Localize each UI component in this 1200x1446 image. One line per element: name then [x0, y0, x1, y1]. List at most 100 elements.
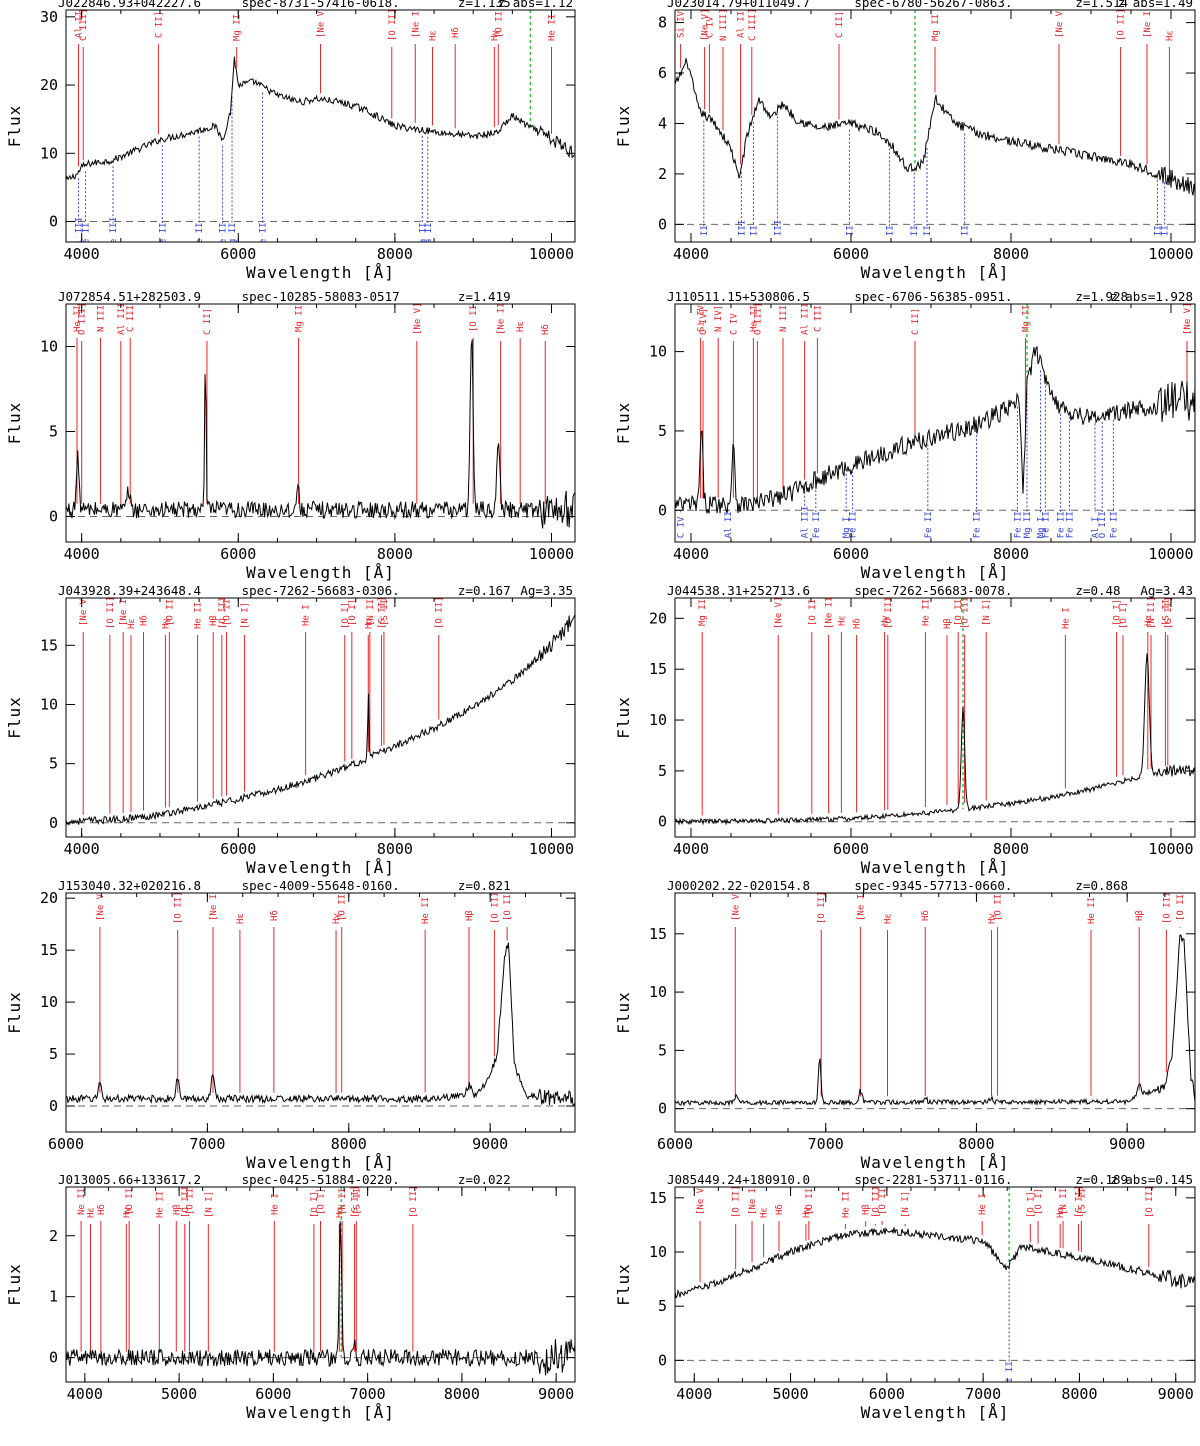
emission-line-label: [O II]	[106, 596, 116, 629]
emission-line-label: [O III]	[165, 588, 175, 626]
y-tick-label: 2	[658, 165, 667, 183]
emission-line-label: [S II]	[1077, 1182, 1087, 1215]
emission-line-label: Hε	[428, 30, 438, 41]
y-tick-label: 15	[649, 660, 667, 678]
y-tick-label: 5	[49, 423, 58, 441]
absorption-line-label: Fe II	[749, 225, 759, 252]
emission-line-label: [O III]	[994, 883, 1004, 921]
spectrum-panel: J153040.32+020216.8 spec-4009-55648-0160.…	[5, 878, 576, 1172]
y-tick-label: 15	[649, 925, 667, 943]
spectrum-panel: J022846.93+042227.6 spec-8731-57416-0618.…	[5, 0, 576, 282]
emission-line-label: Hβ	[1135, 910, 1145, 921]
x-tick-label: 4000	[673, 840, 709, 858]
x-tick-label: 10000	[529, 840, 574, 858]
x-axis-label: Wavelength [Å]	[246, 1403, 395, 1422]
emission-line-label: [O III]	[878, 1177, 888, 1215]
panel-spec-id: spec-9345-57713-0660.	[854, 878, 1012, 893]
absorption-line-label: Al III	[801, 506, 811, 539]
y-tick-label: 0	[49, 508, 58, 526]
absorption-line-label: Si II	[1005, 1361, 1015, 1388]
spectrum-trace	[675, 653, 1195, 826]
emission-line-label: [O I]	[310, 1191, 320, 1218]
emission-line-label: [N II]	[1059, 1182, 1069, 1215]
absorption-line-label: Fe III	[773, 220, 783, 253]
emission-line-label: N IV]	[714, 305, 724, 332]
x-tick-label: 6000	[255, 1385, 291, 1403]
emission-line-label: Hε	[127, 618, 137, 629]
y-tick-label: 5	[658, 762, 667, 780]
y-tick-label: 5	[49, 755, 58, 773]
x-tick-label: 4000	[676, 1385, 712, 1403]
x-tick-label: 6000	[657, 1135, 693, 1153]
emission-line-label: [Ne V]	[774, 596, 784, 629]
emission-line-label: [N I]	[901, 1191, 911, 1218]
x-tick-label: 8000	[993, 840, 1029, 858]
emission-line-label: Mg II	[698, 599, 708, 626]
x-tick-label: 4000	[64, 245, 100, 263]
x-tick-label: 6000	[833, 245, 869, 263]
panel-extra-label: z_abs=0.145	[1110, 1172, 1193, 1187]
absorption-line-label: Al I	[1091, 517, 1101, 539]
absorption-line-label: Fe II	[1065, 511, 1075, 538]
x-axis-label: Wavelength [Å]	[861, 1153, 1010, 1172]
y-tick-label: 10	[649, 711, 667, 729]
emission-line-label: [O II]	[435, 596, 445, 629]
y-tick-label: 8	[658, 14, 667, 32]
spectrum-panel: J085449.24+180910.0 spec-2281-53711-0116.…	[614, 1172, 1196, 1422]
x-tick-label: 8000	[1061, 1385, 1097, 1403]
emission-line-label: Hβ	[209, 615, 219, 626]
emission-line-label: Mg II	[233, 14, 243, 41]
emission-line-label: [O I]	[348, 599, 358, 626]
absorption-line-label: Mg II	[1023, 511, 1033, 538]
panel-redshift: z=1.514	[1075, 0, 1128, 10]
panel-redshift: z=0.48	[1075, 583, 1120, 598]
emission-line-label: Hε	[516, 321, 526, 332]
emission-line-label: Hδ	[921, 910, 931, 921]
y-tick-label: 2	[49, 1227, 58, 1245]
emission-line-label: [O I]	[341, 602, 351, 629]
emission-line-label: [Ne V]	[79, 593, 89, 626]
emission-line-label: He I	[270, 1193, 280, 1215]
x-tick-label: 6000	[220, 840, 256, 858]
panel-plot-area: Si IVO IV] N IV] C IV He IIO III] N III] Al I…	[675, 302, 1195, 539]
absorption-line-label: C IV	[677, 516, 687, 538]
emission-line-label: He II	[841, 1191, 851, 1218]
y-tick-label: 0	[658, 813, 667, 831]
absorption-line-label: Ca II	[418, 222, 428, 249]
emission-line-label: O III]	[753, 302, 763, 335]
emission-line-label: [O II]	[808, 593, 818, 626]
y-tick-label: 1	[49, 1288, 58, 1306]
panel-object-name: J153040.32+020216.8	[58, 878, 201, 893]
y-axis-label: Flux	[5, 105, 24, 148]
absorption-line-label: Al II	[724, 511, 734, 538]
emission-line-label: Hε	[884, 913, 894, 924]
y-tick-label: 10	[40, 338, 58, 356]
panel-frame	[65, 303, 576, 543]
emission-line-label: Al III	[801, 302, 811, 335]
emission-line-label: He I	[978, 1193, 988, 1215]
absorption-line-label: Fe II	[973, 511, 983, 538]
x-tick-label: 4000	[64, 840, 100, 858]
emission-line-label: He II	[155, 1191, 165, 1218]
emission-line-label: [N I]	[241, 602, 251, 629]
absorption-line-label: Fe II	[1041, 511, 1051, 538]
absorption-line-label: Fe II	[259, 222, 269, 249]
emission-line-label: [O II]	[1117, 8, 1127, 41]
emission-line-label: [O III]	[1176, 883, 1186, 921]
emission-line-label: Hγ	[881, 615, 891, 626]
panel-frame	[674, 303, 1196, 543]
emission-line-label: [Ne V]	[1183, 302, 1193, 335]
panel-object-name: J085449.24+180910.0	[667, 1172, 810, 1187]
spectrum-trace	[66, 942, 575, 1107]
x-tick-label: 4000	[64, 545, 100, 563]
y-tick-label: 10	[40, 695, 58, 713]
emission-line-label: [O III]	[1162, 886, 1172, 924]
x-tick-label: 7000	[350, 1385, 386, 1403]
emission-line-label: Si IV	[697, 304, 707, 332]
emission-line-label: Hγ	[802, 1207, 812, 1218]
spectrum-panel: J110511.15+530806.5 spec-6706-56385-0951.…	[614, 289, 1196, 582]
spectrum-panel: J000202.22-020154.8 spec-9345-57713-0660.…	[614, 878, 1196, 1172]
emission-line-label: [O II]	[469, 299, 479, 332]
x-tick-label: 7000	[189, 1135, 225, 1153]
absorption-line-label: Mg I	[1037, 517, 1047, 539]
